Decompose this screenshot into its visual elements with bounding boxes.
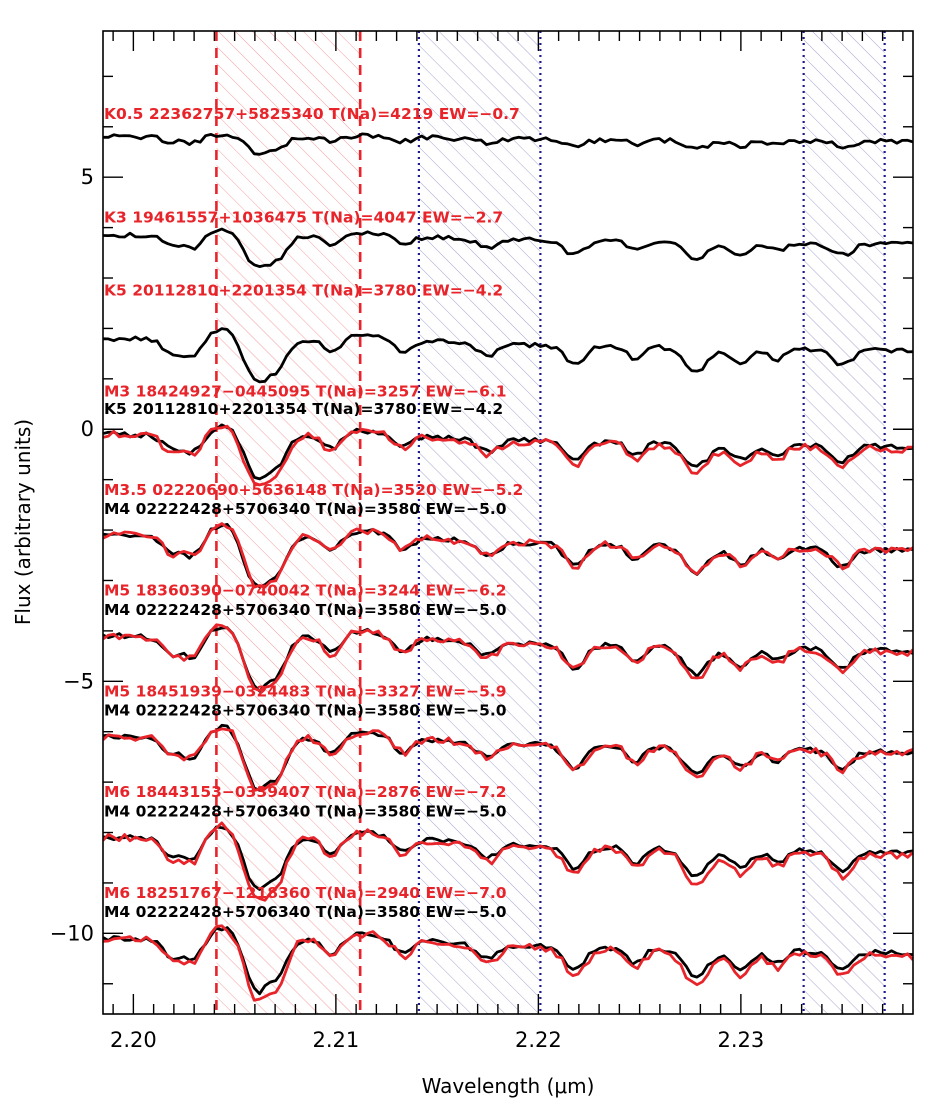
spectrum-1 — [103, 227, 913, 268]
shaded-regions — [215, 31, 886, 1014]
x-tick-label: 2.20 — [110, 1028, 157, 1052]
spectrum-label-8: M6 18251767−1218360 T(Na)=2940 EW=−7.0 — [104, 884, 507, 902]
spectrum-2 — [103, 327, 913, 384]
axes: 2.20 2.21 2.22 2.23 5 0 −5 −10 — [50, 30, 914, 1052]
reference-label-8: M4 02222428+5706340 T(Na)=3580 EW=−5.0 — [104, 903, 507, 921]
spectrum-label-0: K0.5 22362757+5825340 T(Na)=4219 EW=−0.7 — [104, 105, 520, 123]
target-spectrum-5 — [103, 623, 913, 692]
reference-label-5: M4 02222428+5706340 T(Na)=3580 EW=−5.0 — [104, 601, 507, 619]
shaded-band-na — [216, 31, 361, 1014]
reference-label-6: M4 02222428+5706340 T(Na)=3580 EW=−5.0 — [104, 702, 507, 720]
spectrum-0 — [103, 132, 913, 156]
spectrum-label-3: M3 18424927−0445095 T(Na)=3257 EW=−6.1 — [104, 382, 507, 400]
reference-spectrum-7 — [103, 825, 913, 891]
x-tick-label: 2.22 — [515, 1028, 562, 1052]
shaded-band-ca1 — [418, 31, 541, 1014]
reference-label-7: M4 02222428+5706340 T(Na)=3580 EW=−5.0 — [104, 802, 507, 820]
target-spectrum-4 — [103, 522, 913, 589]
spectrum-labels: K0.5 22362757+5825340 T(Na)=4219 EW=−0.7… — [104, 105, 523, 921]
spectrum-label-2: K5 20112810+2201354 T(Na)=3780 EW=−4.2 — [104, 282, 503, 300]
spectrum-label-5: M5 18360390−0740042 T(Na)=3244 EW=−6.2 — [104, 582, 507, 600]
reference-label-3: K5 20112810+2201354 T(Na)=3780 EW=−4.2 — [104, 400, 503, 418]
shaded-band-ca2 — [803, 31, 885, 1014]
target-spectrum-8 — [103, 924, 913, 1002]
spectrum-label-7: M6 18443153−0339407 T(Na)=2876 EW=−7.2 — [104, 783, 507, 801]
y-tick-label: −10 — [50, 921, 94, 945]
y-tick-label: 5 — [81, 165, 94, 189]
y-axis-title: Flux (arbitrary units) — [11, 419, 35, 625]
spectrum-label-4: M3.5 02220690+5636148 T(Na)=3520 EW=−5.2 — [104, 481, 523, 499]
plot-frame — [102, 30, 914, 1015]
x-tick-label: 2.23 — [717, 1028, 764, 1052]
y-tick-label: −5 — [63, 669, 94, 693]
target-spectrum-3 — [103, 424, 913, 487]
target-spectrum-7 — [103, 821, 913, 902]
spectra-curves — [103, 132, 913, 1002]
y-tick-label: 0 — [81, 417, 94, 441]
spectrum-label-1: K3 19461557+1036475 T(Na)=4047 EW=−2.7 — [104, 209, 503, 227]
x-axis-title: Wavelength (μm) — [422, 1074, 595, 1098]
reference-label-4: M4 02222428+5706340 T(Na)=3580 EW=−5.0 — [104, 500, 507, 518]
spectrum-label-6: M5 18451939−0324483 T(Na)=3327 EW=−5.9 — [104, 682, 507, 700]
x-tick-label: 2.21 — [312, 1028, 359, 1052]
target-spectrum-6 — [103, 727, 913, 792]
